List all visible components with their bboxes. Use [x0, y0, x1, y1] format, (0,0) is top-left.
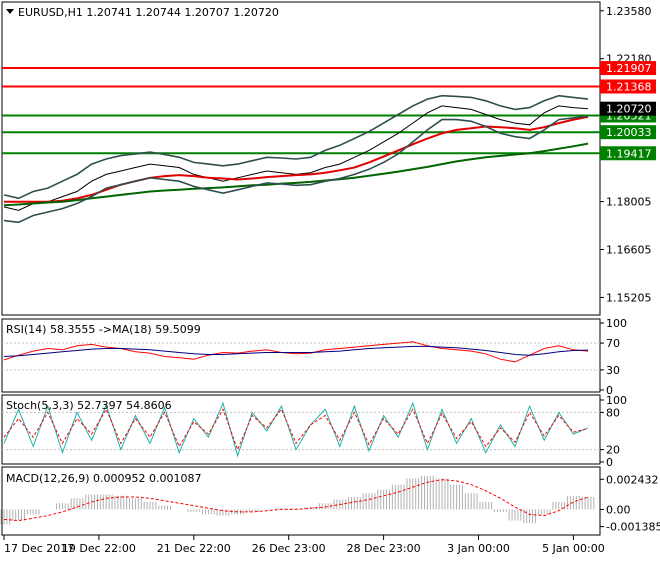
stoch-tick-label: 20: [606, 444, 620, 457]
current-price-box: [600, 101, 656, 116]
current-price-label: 1.20720: [606, 103, 652, 116]
stoch-series: [2, 401, 600, 458]
macd-ticks: 0.002432 0.00 -0.001385: [600, 473, 660, 534]
symbol-header: EURUSD,H1 1.20741 1.20744 1.20707 1.2072…: [18, 6, 279, 19]
main-level-labels: 1.219071.213681.205211.200331.194171.207…: [600, 61, 656, 161]
x-tick-label: 5 Jan 00:00: [542, 542, 605, 555]
rsi-tick-label: 0: [606, 384, 613, 397]
main-series: [3, 94, 589, 224]
macd-series: [0, 475, 595, 525]
macd-tick-label: -0.001385: [606, 521, 660, 534]
series-macd-signal: [3, 479, 589, 522]
level-label-text: 1.21368: [606, 80, 652, 93]
level-label-text: 1.20033: [606, 126, 652, 139]
price-tick-label: 1.18005: [606, 196, 652, 209]
series-rsi: [3, 341, 589, 363]
main-levels: [2, 67, 600, 155]
series-ma-green: [3, 142, 589, 207]
rsi-ticks: 100 70 30 0: [600, 317, 627, 397]
x-tick-label: 3 Jan 00:00: [447, 542, 510, 555]
x-tick-label: 26 Dec 23:00: [252, 542, 326, 555]
rsi-tick-label: 100: [606, 317, 627, 330]
macd-pane[interactable]: [1, 466, 601, 536]
stoch-pane[interactable]: [1, 394, 601, 465]
series-bb-upper: [3, 94, 589, 200]
x-tick-label: 21 Dec 22:00: [157, 542, 231, 555]
rsi-tick-label: 30: [606, 364, 620, 377]
level-label-box: [600, 79, 656, 94]
x-tick-label: 17 Dec 2017: [4, 542, 74, 555]
series-stoch-signal: [3, 408, 589, 451]
series-bb-lower: [3, 115, 589, 224]
rsi-pane[interactable]: [1, 318, 601, 393]
macd-tick-label: 0.002432: [606, 473, 659, 486]
x-tick-label: 28 Dec 23:00: [347, 542, 421, 555]
price-tick-label: 1.23580: [606, 5, 652, 18]
x-tick-label: 19 Dec 22:00: [62, 542, 136, 555]
price-tick-label: 1.15205: [606, 291, 652, 304]
rsi-label: RSI(14) 58.3555 ->MA(18) 59.5099: [6, 323, 201, 336]
rsi-tick-label: 70: [606, 337, 620, 350]
series-rsi-ma: [3, 345, 589, 357]
price-tick-label: 1.16605: [606, 244, 652, 257]
level-label-box: [600, 125, 656, 140]
level-label-text: 1.21907: [606, 62, 652, 75]
stoch-label: Stoch(5,3,3) 52.7397 54.8606: [6, 399, 172, 412]
macd-tick-label: 0.00: [606, 503, 631, 516]
stoch-tick-label: 0: [606, 456, 613, 469]
macd-label: MACD(12,26,9) 0.000952 0.001087: [6, 472, 202, 485]
level-label-box: [600, 61, 656, 76]
level-label-box: [600, 146, 656, 161]
rsi-series: [2, 341, 600, 371]
symbol-dropdown-icon[interactable]: [6, 9, 14, 14]
level-label-text: 1.19417: [606, 147, 652, 160]
stoch-tick-label: 100: [606, 394, 627, 407]
stoch-tick-label: 80: [606, 406, 620, 419]
